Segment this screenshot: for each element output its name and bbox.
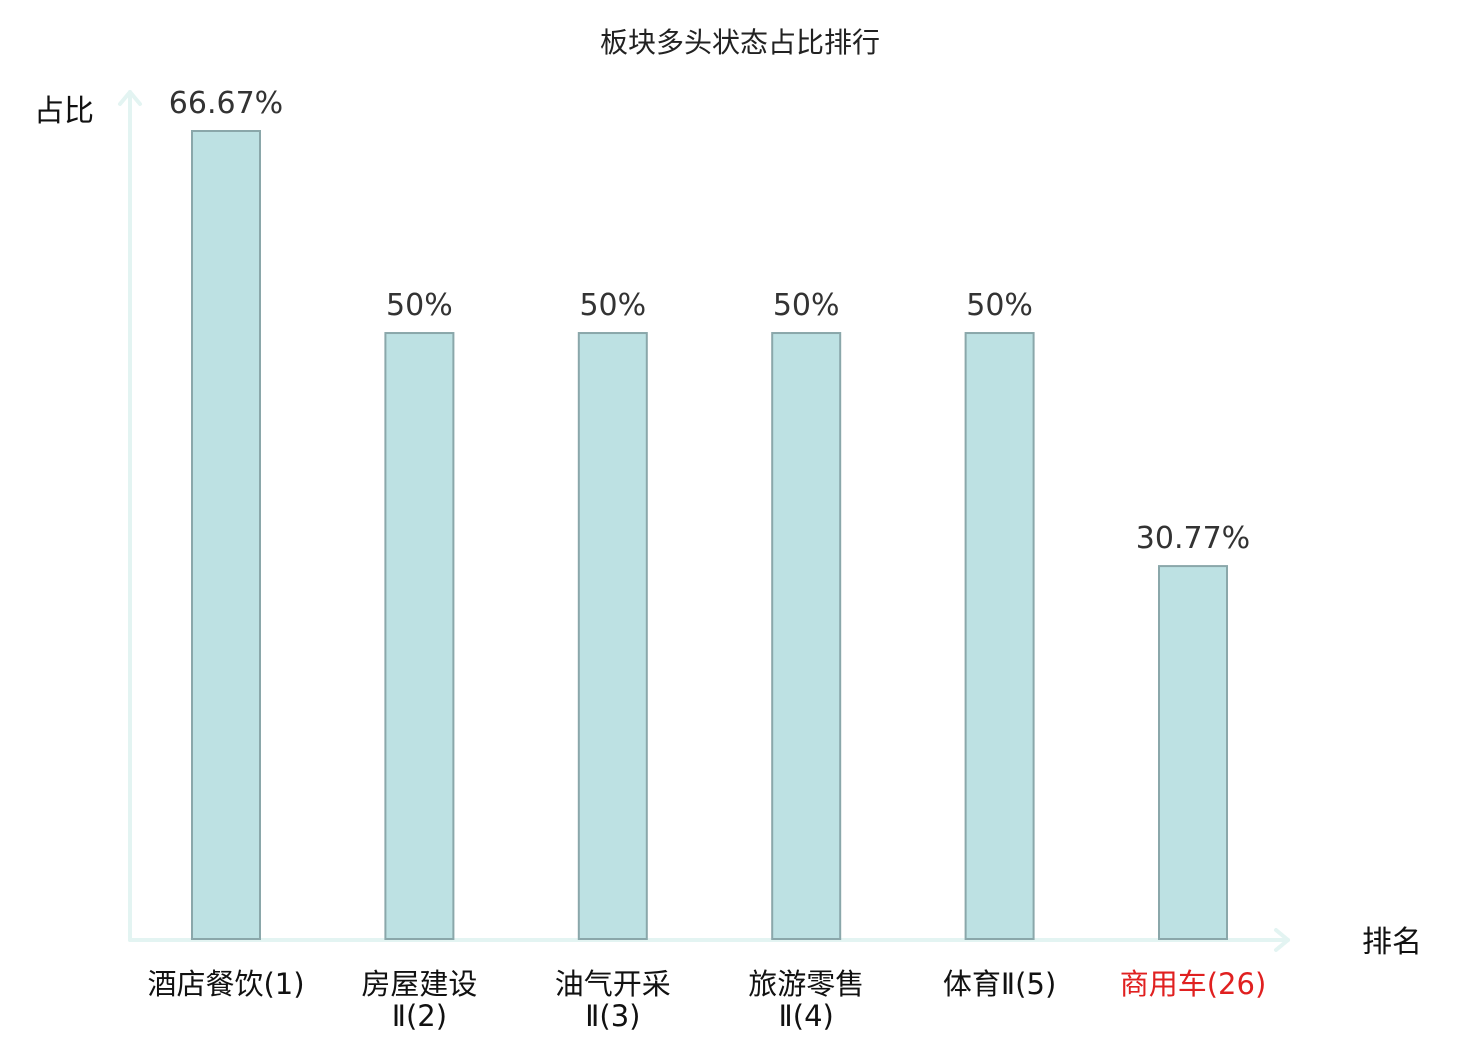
category-label-1: 酒店餐饮(1) [147, 967, 304, 1001]
bar-4 [771, 332, 842, 941]
category-label-4-line-1: 旅游零售 [748, 967, 864, 1001]
bar-6 [1158, 565, 1228, 940]
chart-title: 板块多头状态占比排行 [600, 26, 880, 59]
value-label-4: 50% [773, 288, 840, 323]
category-label-4-line-2: Ⅱ(4) [779, 999, 834, 1033]
category-label-3-line-1: 油气开采 [555, 967, 671, 1001]
y-axis-arrow-icon [118, 90, 142, 106]
category-label-2-line-1: 房屋建设 [361, 967, 477, 1001]
value-label-2: 50% [386, 288, 453, 323]
category-label-5: 体育Ⅱ(5) [943, 967, 1056, 1001]
category-label-6: 商用车(26) [1120, 967, 1267, 1001]
bar-1 [191, 130, 261, 940]
value-labels-group: 66.67% 50% 50% 50% 50% 30.77% [169, 86, 1250, 556]
value-label-5: 50% [966, 288, 1033, 323]
value-label-6: 30.77% [1136, 521, 1250, 556]
bars-group [191, 130, 1228, 941]
category-label-2-line-2: Ⅱ(2) [392, 999, 447, 1033]
value-label-3: 50% [579, 288, 646, 323]
bar-5 [964, 332, 1035, 941]
y-axis-label: 占比 [34, 94, 94, 129]
bar-3 [577, 332, 648, 941]
bar-2 [384, 332, 455, 941]
x-axis-arrow-icon [1274, 928, 1290, 952]
x-axis-label: 排名 [1362, 925, 1422, 960]
category-label-3-line-2: Ⅱ(3) [585, 999, 640, 1033]
value-label-1: 66.67% [169, 86, 283, 121]
